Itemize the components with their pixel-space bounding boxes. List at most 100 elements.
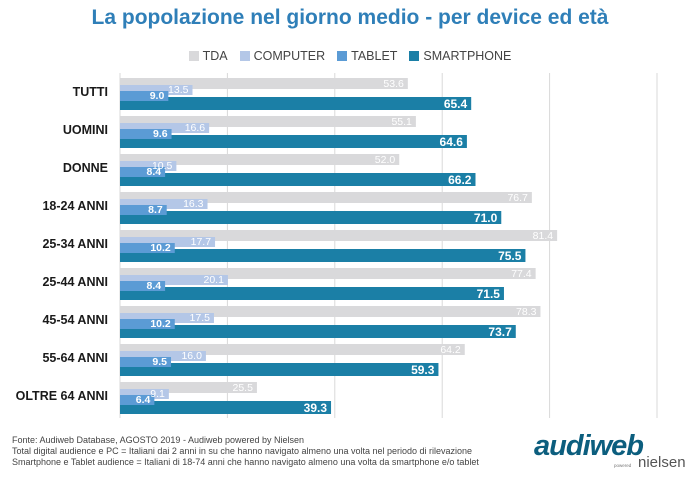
bar-tda (120, 344, 465, 355)
data-label-smartphone: 66.2 (448, 173, 472, 187)
bar-tablet (120, 243, 175, 253)
data-label-computer: 9.1 (150, 388, 165, 400)
data-label-tda: 52.0 (375, 154, 396, 166)
legend-swatch (239, 51, 250, 61)
bar-tda (120, 154, 400, 165)
data-label-smartphone: 73.7 (488, 325, 512, 339)
data-label-tablet: 8.7 (148, 204, 163, 216)
data-label-tablet: 9.5 (152, 356, 167, 368)
bar-smartphone (120, 249, 526, 262)
bar-tda (120, 78, 408, 89)
category-label: 18-24 ANNI (42, 199, 108, 213)
bar-tda (120, 192, 532, 203)
bar-smartphone (120, 363, 439, 376)
footnotes: Fonte: Audiweb Database, AGOSTO 2019 - A… (12, 435, 479, 468)
bar-tda (120, 268, 536, 279)
data-label-tda: 25.5 (232, 382, 253, 394)
bar-computer (120, 389, 169, 399)
logo-partner: nielsen (638, 454, 686, 471)
footnote-mobile-audience: Smartphone e Tablet audience = Italiani … (12, 457, 479, 467)
category-label: UOMINI (63, 123, 108, 137)
legend-item-tablet: TABLET (337, 49, 397, 63)
legend-label: TDA (202, 49, 228, 63)
data-label-tda: 53.6 (383, 78, 404, 90)
data-label-smartphone: 65.4 (444, 97, 468, 111)
bar-tda (120, 382, 257, 393)
logo-wordmark: audiweb (534, 430, 644, 462)
category-label: OLTRE 64 ANNI (16, 389, 108, 403)
bar-tda (120, 230, 558, 241)
data-label-tablet: 6.4 (136, 394, 151, 406)
bar-smartphone (120, 325, 516, 338)
legend-swatch (188, 51, 199, 61)
bar-computer (120, 199, 208, 209)
data-label-computer: 17.5 (190, 312, 211, 324)
data-label-tablet: 8.4 (146, 166, 161, 178)
bar-smartphone (120, 173, 476, 186)
legend-label: SMARTPHONE (423, 49, 512, 63)
legend-item-computer: COMPUTER (239, 49, 326, 63)
legend-swatch (337, 51, 348, 61)
chart-title: La popolazione nel giorno medio - per de… (91, 6, 609, 29)
category-label: 45-54 ANNI (42, 313, 108, 327)
bar-computer (120, 313, 214, 323)
bar-computer (120, 85, 193, 95)
bar-tablet (120, 281, 166, 291)
bar-computer (120, 237, 216, 247)
footnote-total-audience: Total digital audience e PC = Italiani d… (12, 446, 473, 456)
legend-item-tda: TDA (188, 49, 228, 63)
data-label-computer: 17.7 (191, 236, 212, 248)
data-label-tda: 64.2 (440, 344, 461, 356)
bar-computer (120, 161, 177, 171)
data-label-smartphone: 64.6 (440, 135, 464, 149)
data-label-tda: 55.1 (391, 116, 412, 128)
bar-tablet (120, 319, 175, 329)
data-label-tablet: 10.2 (150, 242, 171, 254)
bar-smartphone (120, 211, 502, 224)
bar-tablet (120, 395, 155, 405)
data-label-smartphone: 71.0 (474, 211, 498, 225)
bar-tda (120, 116, 416, 127)
bar-tablet (120, 357, 172, 367)
bar-smartphone (120, 401, 332, 414)
category-label: 25-34 ANNI (42, 237, 108, 251)
bar-tda (120, 306, 541, 317)
data-label-tablet: 9.0 (150, 90, 165, 102)
bar-chart: TUTTI 53.6 13.5 65.4 9.0 UOMINI 55.1 16.6 64.6 9.… (16, 73, 658, 418)
category-label: TUTTI (73, 85, 108, 99)
data-label-computer: 16.6 (185, 122, 206, 134)
data-label-smartphone: 59.3 (411, 363, 435, 377)
legend-swatch (409, 51, 420, 61)
audiweb-logo: audiweb powered nielsen (534, 430, 694, 476)
category-label: 55-64 ANNI (42, 351, 108, 365)
data-label-tablet: 9.6 (153, 128, 168, 140)
data-label-tda: 81.4 (533, 230, 554, 242)
data-label-computer: 16.0 (181, 350, 202, 362)
legend: TDA COMPUTER TABLET SMARTPHONE (0, 49, 700, 63)
data-label-smartphone: 71.5 (477, 287, 501, 301)
legend-label: COMPUTER (253, 49, 326, 63)
bar-tablet (120, 205, 167, 215)
data-label-tablet: 8.4 (146, 280, 161, 292)
bar-tablet (120, 91, 169, 101)
data-label-smartphone: 39.3 (304, 401, 328, 415)
data-label-tda: 78.3 (516, 306, 537, 318)
data-label-tda: 77.4 (511, 268, 532, 280)
data-label-computer: 16.3 (183, 198, 204, 210)
legend-item-smartphone: SMARTPHONE (409, 49, 511, 63)
data-label-tablet: 10.2 (150, 318, 171, 330)
bar-smartphone (120, 287, 504, 300)
bar-tablet (120, 167, 166, 177)
logo-powered: powered (614, 463, 632, 468)
bar-tablet (120, 129, 172, 139)
bar-computer (120, 351, 206, 361)
data-label-computer: 20.1 (203, 274, 224, 286)
category-label: DONNE (63, 161, 108, 175)
bar-computer (120, 123, 210, 133)
bar-smartphone (120, 97, 472, 110)
data-label-smartphone: 75.5 (498, 249, 522, 263)
bar-smartphone (120, 135, 467, 148)
data-label-tda: 76.7 (507, 192, 528, 204)
legend-label: TABLET (351, 49, 398, 63)
bar-computer (120, 275, 228, 285)
